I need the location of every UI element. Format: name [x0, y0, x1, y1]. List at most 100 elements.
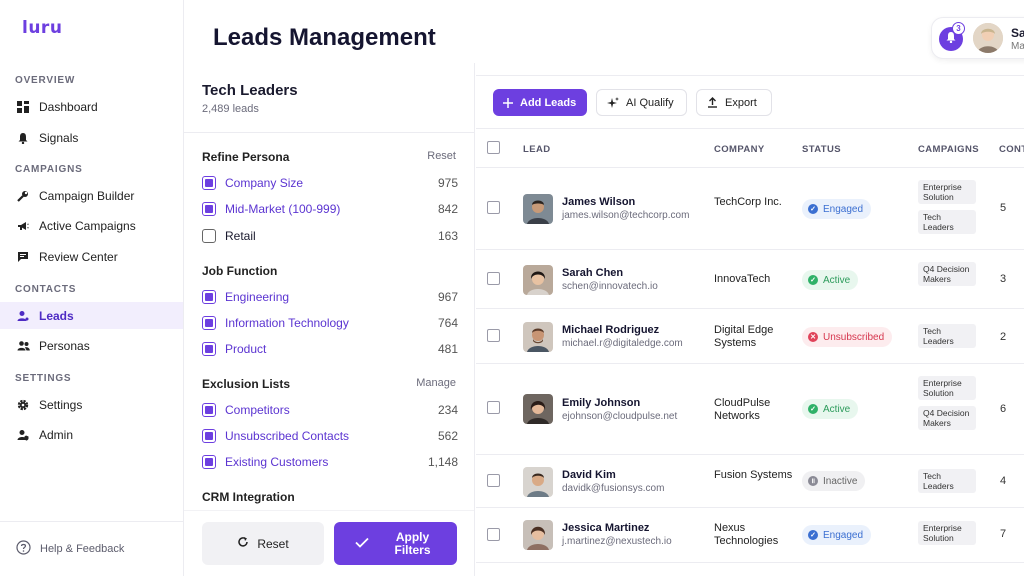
- checkbox[interactable]: [202, 202, 216, 216]
- refine-persona-reset-link[interactable]: Reset: [427, 150, 456, 162]
- filter-option-company-size[interactable]: Company Size 975: [202, 174, 458, 192]
- sidebar-item-active-campaigns[interactable]: Active Campaigns: [0, 212, 183, 239]
- lead-name[interactable]: David Kim: [562, 469, 616, 481]
- checkbox[interactable]: [202, 229, 216, 243]
- table-row[interactable]: James Wilson james.wilson@techcorp.com T…: [476, 168, 1024, 250]
- sidebar-item-review-center[interactable]: Review Center: [0, 243, 183, 270]
- filter-option-information-technology[interactable]: Information Technology 764: [202, 314, 458, 332]
- lead-email: ejohnson@cloudpulse.net: [562, 411, 678, 422]
- check-circle-icon: ✓: [808, 204, 818, 214]
- column-header-status[interactable]: STATUS: [802, 144, 841, 155]
- option-label: Unsubscribed Contacts: [225, 429, 350, 443]
- checkbox[interactable]: [202, 403, 216, 417]
- contacts-count: 2: [1000, 331, 1007, 343]
- row-checkbox[interactable]: [487, 201, 500, 214]
- sidebar-item-leads[interactable]: Leads: [0, 302, 183, 329]
- sidebar-item-label: Review Center: [39, 249, 118, 264]
- filter-option-existing-customers[interactable]: Existing Customers 1,148: [202, 453, 458, 471]
- bell-icon: [16, 131, 30, 145]
- campaign-tag: Q4 Decision Makers: [918, 262, 976, 286]
- select-all-checkbox[interactable]: [487, 141, 500, 154]
- campaign-tag: Tech Leaders: [918, 469, 976, 493]
- sidebar-item-label: Admin: [39, 427, 74, 442]
- export-button[interactable]: Export: [696, 89, 772, 116]
- pause-circle-icon: ॥: [808, 476, 818, 486]
- checkbox[interactable]: [202, 176, 216, 190]
- row-checkbox[interactable]: [487, 528, 500, 541]
- filter-option-unsubscribed-contacts[interactable]: Unsubscribed Contacts 562: [202, 427, 458, 445]
- admin-icon: [16, 428, 30, 442]
- filter-option-retail[interactable]: Retail 163: [202, 227, 458, 245]
- lead-email: james.wilson@techcorp.com: [562, 210, 690, 221]
- filter-option-product[interactable]: Product 481: [202, 340, 458, 358]
- filter-option-mid-market[interactable]: Mid-Market (100-999) 842: [202, 200, 458, 218]
- export-label: Export: [725, 96, 757, 109]
- checkbox[interactable]: [202, 429, 216, 443]
- sidebar-item-settings[interactable]: Settings: [0, 391, 183, 418]
- column-header-lead[interactable]: LEAD: [523, 144, 551, 155]
- user-role: Ma: [1011, 41, 1024, 52]
- lead-name[interactable]: Sarah Chen: [562, 267, 624, 279]
- sidebar-item-personas[interactable]: Personas: [0, 332, 183, 359]
- sidebar-item-label: Signals: [39, 130, 79, 145]
- option-label: Product: [225, 342, 267, 356]
- job-function-title: Job Function: [202, 264, 278, 278]
- column-header-contacts[interactable]: CONT: [999, 144, 1024, 155]
- ai-qualify-button[interactable]: AI Qualify: [596, 89, 687, 116]
- table-row[interactable]: Sarah Chen schen@innovatech.io InnovaTec…: [476, 250, 1024, 309]
- user-avatar[interactable]: [973, 23, 1003, 53]
- row-checkbox[interactable]: [487, 401, 500, 414]
- persona-lead-count: 2,489 leads: [202, 103, 259, 115]
- table-row[interactable]: Emily Johnson ejohnson@cloudpulse.net Cl…: [476, 364, 1024, 455]
- status-badge: ✓ Engaged: [802, 525, 872, 545]
- campaign-tag: Enterprise Solution: [918, 521, 976, 545]
- sidebar-item-admin[interactable]: Admin: [0, 421, 183, 448]
- table-row[interactable]: Jessica Martinez j.martinez@nexustech.io…: [476, 508, 1024, 563]
- reset-filters-button[interactable]: Reset: [202, 522, 324, 565]
- sidebar-item-label: Active Campaigns: [39, 218, 136, 233]
- app-logo[interactable]: luru: [22, 18, 63, 38]
- sidebar-item-signals[interactable]: Signals: [0, 124, 183, 151]
- filter-option-competitors[interactable]: Competitors 234: [202, 401, 458, 419]
- dashboard-icon: [16, 100, 30, 114]
- reset-label: Reset: [257, 536, 289, 551]
- lead-avatar: [523, 520, 553, 550]
- option-label: Competitors: [225, 403, 290, 417]
- notification-count-badge: 3: [952, 22, 965, 35]
- column-header-company[interactable]: COMPANY: [714, 144, 765, 155]
- checkbox[interactable]: [202, 455, 216, 469]
- sidebar-item-campaign-builder[interactable]: Campaign Builder: [0, 182, 183, 209]
- filter-panel: Tech Leaders 2,489 leads Refine Persona …: [184, 63, 475, 576]
- nav-section-campaigns: CAMPAIGNS: [15, 164, 83, 175]
- plus-icon: [503, 97, 513, 108]
- checkbox[interactable]: [202, 342, 216, 356]
- lead-name[interactable]: Michael Rodriguez: [562, 324, 660, 336]
- table-row[interactable]: David Kim davidk@fusionsys.com Fusion Sy…: [476, 455, 1024, 508]
- row-checkbox[interactable]: [487, 272, 500, 285]
- checkbox[interactable]: [202, 290, 216, 304]
- apply-label: Apply Filters: [394, 529, 431, 557]
- lead-name[interactable]: Emily Johnson: [562, 397, 641, 409]
- row-checkbox[interactable]: [487, 329, 500, 342]
- table-row[interactable]: Michael Rodriguez michael.r@digitaledge.…: [476, 309, 1024, 364]
- apply-filters-button[interactable]: Apply Filters: [334, 522, 457, 565]
- user-menu[interactable]: 3 Sa Ma: [931, 17, 1024, 59]
- lead-name[interactable]: James Wilson: [562, 196, 636, 208]
- sidebar-item-dashboard[interactable]: Dashboard: [0, 93, 183, 120]
- contacts-count: 4: [1000, 475, 1007, 487]
- divider: [184, 132, 474, 133]
- row-checkbox[interactable]: [487, 474, 500, 487]
- help-feedback-link[interactable]: Help & Feedback: [16, 540, 124, 558]
- option-count: 481: [437, 342, 458, 356]
- lead-avatar: [523, 194, 553, 224]
- checkbox[interactable]: [202, 316, 216, 330]
- add-leads-button[interactable]: Add Leads: [493, 89, 587, 116]
- column-header-campaigns[interactable]: CAMPAIGNS: [918, 144, 979, 155]
- table-header: LEAD COMPANY STATUS CAMPAIGNS CONT: [476, 128, 1024, 168]
- lead-name[interactable]: Jessica Martinez: [562, 522, 650, 534]
- option-label: Existing Customers: [225, 455, 329, 469]
- leads-icon: [16, 309, 30, 323]
- check-circle-icon: ✓: [808, 404, 818, 414]
- exclusion-manage-link[interactable]: Manage: [416, 377, 456, 389]
- filter-option-engineering[interactable]: Engineering 967: [202, 288, 458, 306]
